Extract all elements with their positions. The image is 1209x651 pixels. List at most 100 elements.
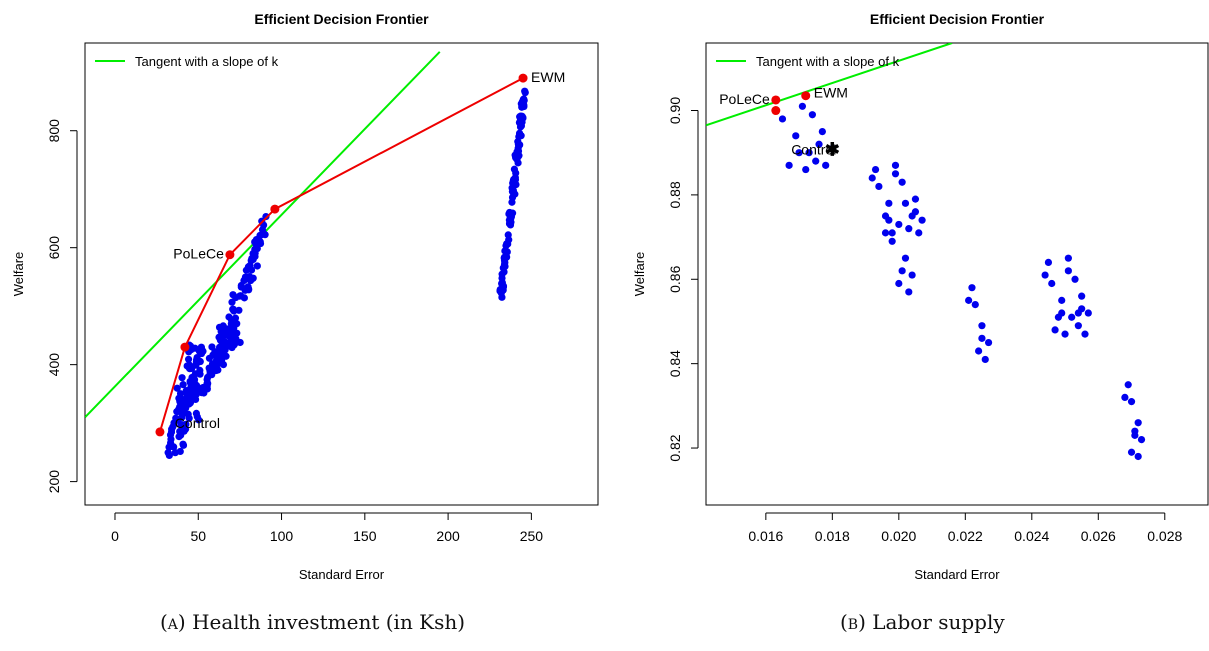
caption-a-tag: (a) (160, 610, 186, 634)
a-data-point (262, 212, 270, 221)
a-highlight-point (155, 427, 165, 437)
a-data-point (521, 87, 529, 95)
a-title: Efficient Decision Frontier (254, 11, 429, 27)
b-y-tick-label: 0.86 (667, 265, 683, 292)
a-data-point (193, 381, 201, 390)
a-data-point (175, 394, 183, 402)
b-data-point (885, 199, 893, 207)
b-x-tick-label: 0.028 (1147, 528, 1182, 544)
a-data-point (499, 283, 507, 291)
b-data-point (875, 182, 883, 191)
b-point-label: PoLeCe (719, 91, 770, 107)
b-data-point (868, 174, 876, 182)
a-data-point (180, 427, 188, 435)
b-data-point (911, 195, 920, 203)
b-data-point (808, 111, 816, 119)
b-highlight-point (771, 106, 781, 116)
b-data-point (778, 115, 787, 123)
a-data-point (176, 408, 185, 416)
a-data-point (192, 361, 200, 369)
b-data-point (968, 284, 976, 292)
a-data-point (519, 114, 527, 122)
a-data-point (253, 262, 261, 270)
b-data-point (1131, 427, 1139, 435)
a-legend-label: Tangent with a slope of k (135, 54, 279, 69)
a-x-tick-label: 50 (190, 528, 206, 544)
a-x-tick-label: 100 (270, 528, 294, 544)
b-x-tick-label: 0.020 (881, 528, 916, 544)
a-data-point (257, 231, 265, 239)
a-data-point (178, 421, 186, 429)
b-data-point (822, 161, 830, 169)
a-data-point (253, 245, 261, 253)
b-data-point (1124, 381, 1132, 389)
a-data-point (164, 449, 172, 457)
a-data-point (515, 152, 523, 160)
b-data-point (918, 216, 926, 224)
a-data-point (500, 254, 508, 262)
a-data-point (195, 416, 203, 424)
b-data-point (1127, 448, 1136, 456)
a-data-point (169, 423, 177, 431)
b-data-point (1134, 419, 1142, 427)
b-data-point (785, 161, 793, 169)
a-plot-frame (84, 42, 599, 506)
a-data-point (512, 169, 520, 177)
b-y-axis-label: Welfare (632, 252, 647, 297)
a-data-point (184, 410, 192, 418)
b-data-point (901, 199, 910, 207)
b-data-point (895, 279, 903, 288)
b-data-point (888, 237, 896, 245)
a-y-tick-label: 200 (46, 470, 62, 494)
a-data-point (211, 366, 220, 374)
b-data-point (828, 144, 836, 153)
a-data-point (245, 264, 253, 272)
b-data-point (1127, 398, 1136, 406)
b-plot-area: PoLeCe EWM Control✱ (706, 43, 1146, 461)
a-data-point (184, 355, 193, 363)
a-data-point (220, 346, 229, 354)
a-data-point (228, 343, 236, 352)
b-plot-frame (705, 42, 1209, 506)
b-data-point (798, 102, 807, 110)
chart-panel-b: Efficient Decision Frontier 0.016 0.018 0.0… (600, 0, 1209, 651)
b-title: Efficient Decision Frontier (870, 11, 1045, 27)
b-y-tick-label: 0.82 (667, 434, 683, 461)
a-highlight-point (180, 342, 190, 352)
a-x-tick-label: 200 (436, 528, 460, 544)
caption-a: (a) Health investment (in Ksh) (160, 610, 465, 634)
a-data-point (500, 268, 508, 276)
a-x-axis-label: Standard Error (299, 567, 385, 582)
b-data-point (898, 267, 906, 275)
a-data-point (178, 374, 186, 382)
caption-b-tag: (b) (840, 610, 866, 634)
a-data-point (186, 399, 195, 407)
b-data-point (915, 229, 923, 237)
a-data-point (217, 327, 225, 336)
a-highlight-point (270, 204, 280, 214)
chart-panel-a: Efficient Decision Frontier 0 50 100 150 200 2… (0, 0, 600, 651)
b-data-point (891, 161, 900, 169)
b-point-label: EWM (814, 85, 848, 101)
b-data-point (1134, 452, 1142, 461)
b-data-point (1061, 330, 1069, 338)
a-point-label: EWM (531, 69, 565, 85)
a-x-tick-label: 150 (353, 528, 377, 544)
b-x-tick-label: 0.016 (748, 528, 783, 544)
a-data-point (228, 334, 236, 342)
a-data-point (193, 356, 201, 364)
b-data-point (812, 157, 820, 165)
a-data-point (192, 409, 200, 417)
a-data-point (502, 242, 510, 250)
b-data-point (1044, 258, 1053, 266)
b-star-marker: ✱ (825, 139, 840, 159)
a-data-point (214, 347, 222, 356)
a-data-point (252, 236, 261, 244)
a-data-point (247, 276, 255, 285)
a-highlight-point (225, 250, 235, 260)
a-data-point (247, 257, 255, 265)
a-data-point (518, 98, 526, 106)
a-data-point (241, 286, 249, 294)
a-data-point (515, 131, 524, 139)
b-data-point (911, 208, 920, 216)
